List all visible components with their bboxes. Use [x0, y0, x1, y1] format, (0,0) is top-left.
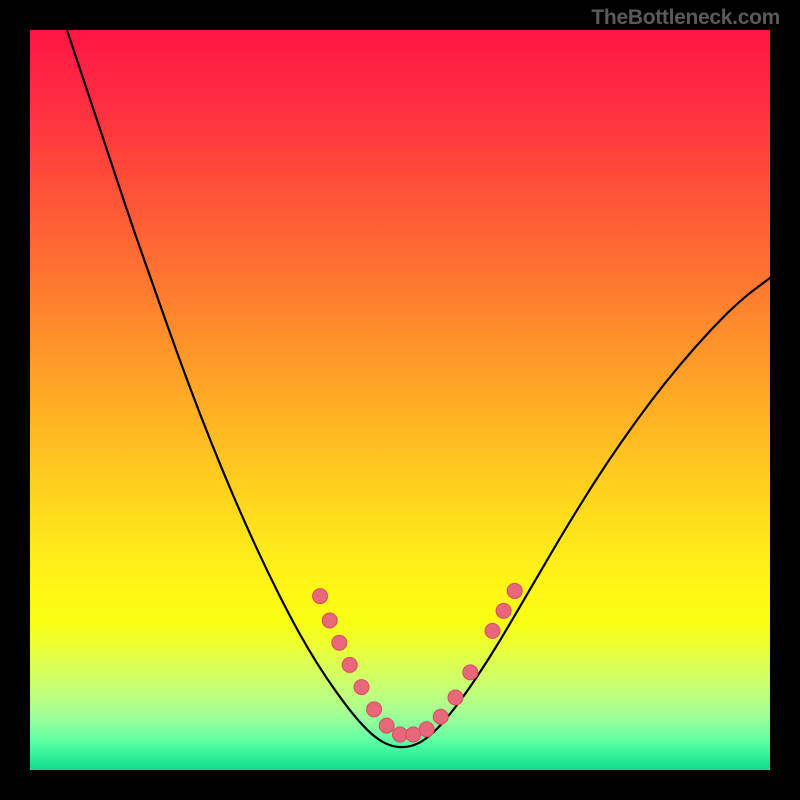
- marker-point: [419, 722, 434, 737]
- plot-background: [30, 30, 770, 770]
- marker-point: [433, 709, 448, 724]
- marker-point: [507, 583, 522, 598]
- marker-point: [313, 589, 328, 604]
- marker-point: [448, 690, 463, 705]
- marker-point: [393, 727, 408, 742]
- marker-point: [406, 727, 421, 742]
- watermark-text: TheBottleneck.com: [591, 6, 780, 30]
- bottleneck-chart: [0, 0, 800, 800]
- marker-point: [485, 623, 500, 638]
- marker-point: [332, 635, 347, 650]
- marker-point: [354, 680, 369, 695]
- chart-container: TheBottleneck.com: [0, 0, 800, 800]
- marker-point: [342, 657, 357, 672]
- marker-point: [367, 702, 382, 717]
- marker-point: [496, 603, 511, 618]
- marker-point: [463, 665, 478, 680]
- marker-point: [322, 613, 337, 628]
- marker-point: [379, 718, 394, 733]
